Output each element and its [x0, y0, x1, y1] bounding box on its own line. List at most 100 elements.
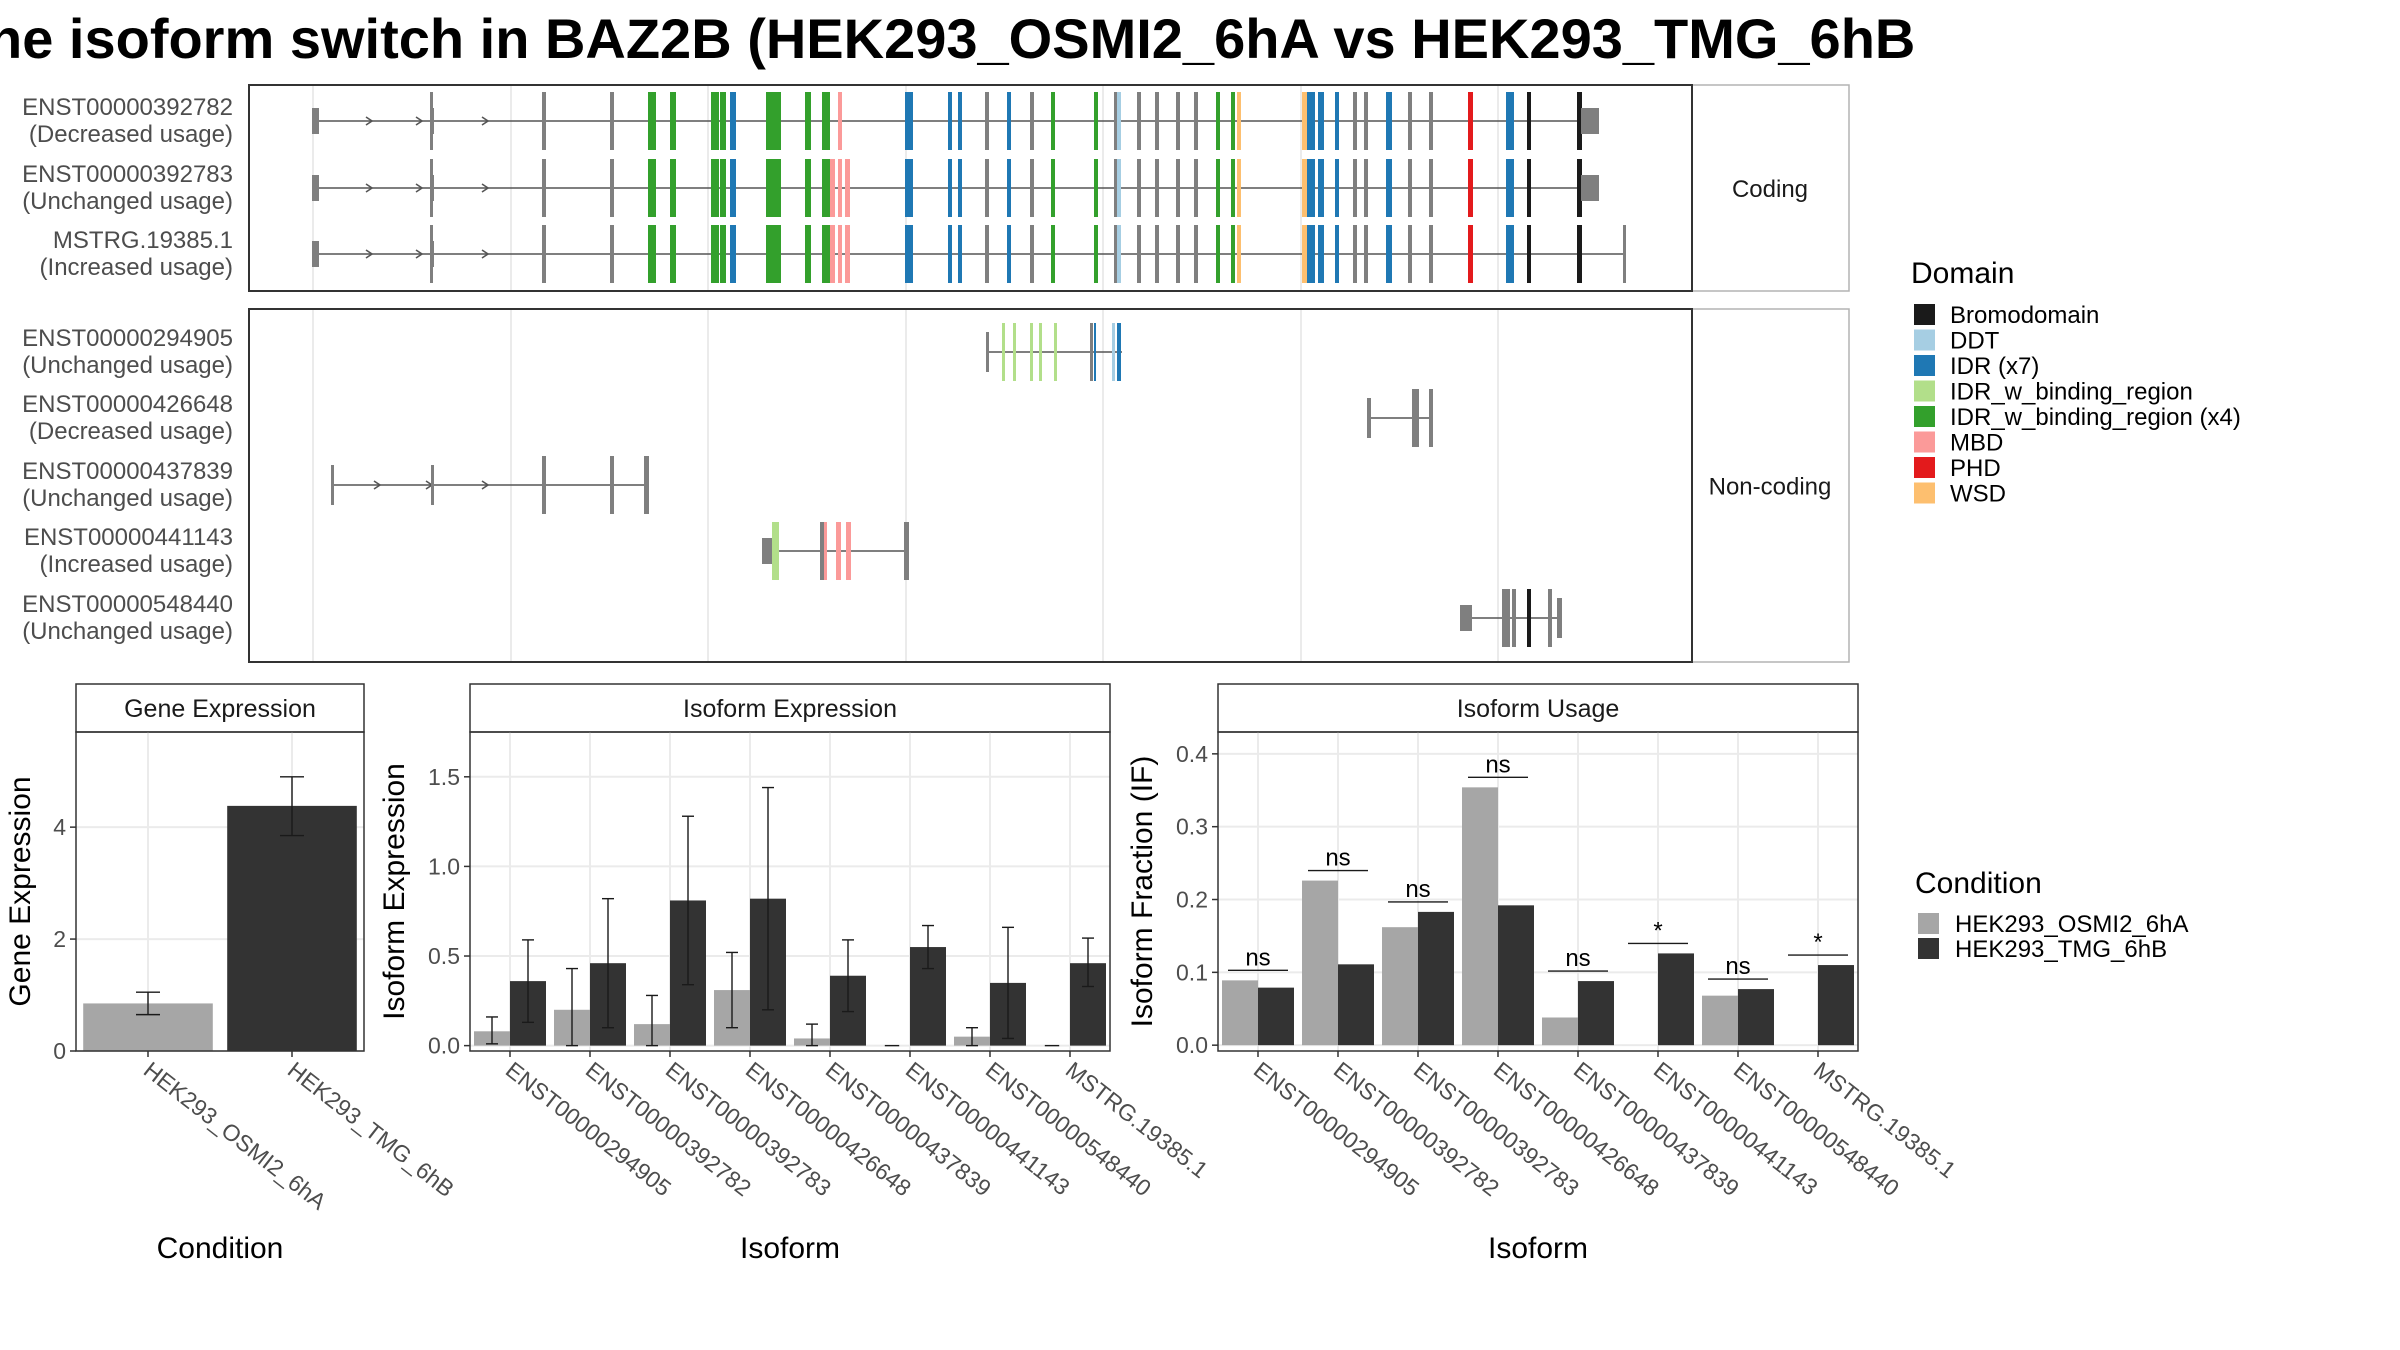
x-axis-title: Condition [157, 1232, 284, 1265]
exon-block [948, 225, 952, 283]
domain-legend-label: IDR_w_binding_region [1950, 379, 2193, 406]
exon-block [431, 465, 434, 505]
exon-block [1030, 323, 1033, 381]
exon-block [1353, 159, 1357, 217]
strand-arrow [415, 116, 424, 126]
domain-legend-swatch [1914, 482, 1935, 504]
exon-block [1318, 92, 1324, 150]
exon-block [1623, 225, 1626, 283]
exon-block [1468, 225, 1473, 283]
exon-block [1527, 159, 1531, 217]
strand-arrow [415, 183, 424, 193]
exon-block [846, 522, 851, 580]
x-tick-label: MSTRG.19385.1 [1809, 1056, 1961, 1183]
exon-block [805, 225, 811, 283]
exon-block [822, 92, 830, 150]
exon-block [542, 159, 546, 217]
exon-block [1090, 323, 1093, 381]
transcript-usage-label: (Decreased usage) [29, 121, 233, 148]
exon-block [1557, 598, 1562, 638]
panel-strip-label: Non-coding [1709, 474, 1832, 501]
exon-block [1194, 225, 1198, 283]
exon-block [720, 92, 726, 150]
exon-block [822, 225, 830, 283]
exon-block [1386, 225, 1392, 283]
transcript-usage-label: (Decreased usage) [29, 418, 233, 445]
y-axis-title: Isoform Fraction (IF) [1126, 756, 1159, 1028]
exon-block [1364, 159, 1368, 217]
exon-block [1364, 92, 1368, 150]
exon-block [730, 159, 736, 217]
transcript-usage-label: (Increased usage) [40, 551, 233, 578]
exon-block [670, 225, 676, 283]
facet-strip-title: Isoform Usage [1457, 695, 1620, 723]
significance-label: ns [1245, 944, 1270, 971]
strand-arrow [481, 183, 490, 193]
transcript-id-label: ENST00000426648 [22, 391, 233, 418]
exon-block [1054, 323, 1057, 381]
exon-block [775, 92, 781, 150]
exon-block [1353, 92, 1357, 150]
exon-block [805, 159, 811, 217]
utr-exon [1581, 108, 1599, 134]
exon-block [820, 522, 824, 580]
x-axis-title: Isoform [1488, 1232, 1588, 1265]
exon-block [1302, 159, 1308, 217]
significance-label: ns [1405, 876, 1430, 903]
facet-strip-title: Gene Expression [124, 695, 316, 723]
exon-block [1307, 225, 1315, 283]
structure-panel-border [248, 308, 1693, 663]
strand-arrow [365, 249, 374, 259]
exon-block [985, 225, 989, 283]
exon-block [1114, 225, 1118, 283]
transcript-id-label: ENST00000437839 [22, 458, 233, 485]
domain-legend-swatch [1914, 380, 1935, 402]
exon-block [1367, 398, 1371, 438]
condition-legend-swatch [1918, 913, 1939, 934]
transcript-usage-label: (Unchanged usage) [22, 352, 233, 379]
exon-block [824, 522, 827, 580]
exon-block [1007, 92, 1011, 150]
exon-block [670, 159, 676, 217]
exon-block [1094, 92, 1098, 150]
y-tick-label: 1.5 [428, 764, 460, 790]
exon-block [1318, 225, 1324, 283]
y-tick-label: 0.1 [1176, 959, 1208, 985]
transcript-id-label: ENST00000294905 [22, 325, 233, 352]
exon-block [1429, 92, 1433, 150]
exon-block [1302, 225, 1308, 283]
transcript-id-label: ENST00000441143 [24, 524, 233, 551]
significance-label: ns [1725, 953, 1750, 980]
y-axis-title: Isoform Expression [378, 763, 411, 1020]
exon-block [1216, 92, 1220, 150]
exon-block [711, 159, 719, 217]
y-tick-label: 0.4 [1176, 741, 1208, 767]
exon-block [1231, 92, 1235, 150]
exon-block [542, 225, 546, 283]
y-tick-label: 2 [53, 926, 66, 952]
panel-strip-label: Coding [1732, 176, 1808, 203]
chart-title: he isoform switch in BAZ2B (HEK293_OSMI2… [0, 7, 1916, 70]
exon-block [1307, 159, 1315, 217]
exon-block [845, 225, 850, 283]
domain-legend-swatch [1914, 406, 1935, 427]
exon-block [610, 225, 614, 283]
utr-exon [312, 241, 319, 267]
bar [1302, 880, 1338, 1046]
exon-block [948, 159, 952, 217]
exon-block [1577, 225, 1582, 283]
condition-legend-swatch [1918, 938, 1939, 959]
exon-block [1577, 159, 1582, 217]
domain-legend-label: WSD [1950, 481, 2006, 508]
exon-block [1335, 225, 1339, 283]
exon-block [1194, 92, 1198, 150]
exon-block [542, 92, 546, 150]
exon-block [838, 225, 842, 283]
domain-legend-swatch [1914, 304, 1935, 325]
strand-arrow [365, 116, 374, 126]
exon-block [1231, 159, 1235, 217]
bar [1542, 1017, 1578, 1046]
exon-block [1176, 159, 1180, 217]
exon-block [1408, 92, 1412, 150]
exon-block [1051, 159, 1055, 217]
